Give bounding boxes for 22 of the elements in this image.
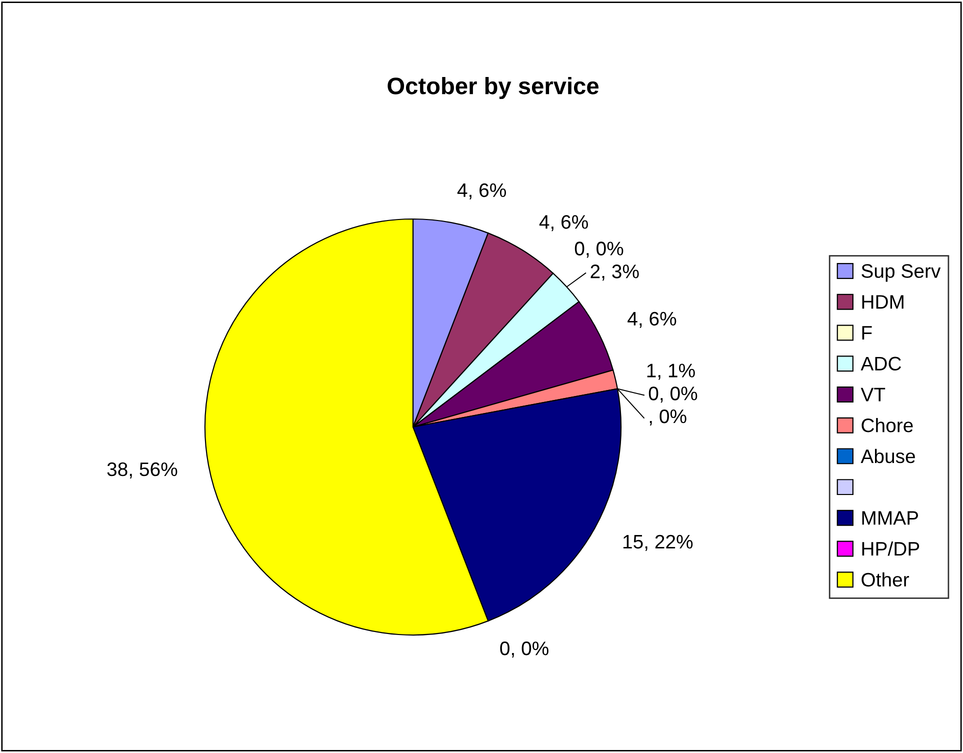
legend-label: Chore — [862, 418, 913, 432]
text: 0, 0% — [648, 386, 698, 403]
data-label: 4, 6% — [457, 183, 506, 200]
text: 0, 0% — [500, 642, 548, 658]
legend-label: ADC — [860, 356, 902, 371]
legend-label: HDM — [862, 295, 904, 309]
text: 0, 0% — [574, 242, 624, 258]
legend-label: HP/DP — [862, 541, 920, 556]
legend-label: F — [862, 326, 872, 340]
chart-title: October by service — [388, 76, 599, 100]
data-label: 4, 6% — [539, 215, 588, 232]
data-label: 4, 6% — [628, 312, 676, 328]
data-label: 1, 1% — [647, 364, 695, 380]
data-label: 2, 3% — [590, 264, 639, 281]
legend-label: Abuse — [860, 448, 915, 464]
data-label: 38, 56% — [107, 462, 178, 478]
legend-label: MMAP — [862, 511, 918, 525]
legend-label: Other — [862, 572, 910, 587]
text: , 0% — [650, 409, 686, 426]
legend-label: Sup Serv — [862, 264, 941, 282]
legend-label: VT — [860, 388, 886, 402]
data-label: 15, 22% — [623, 534, 693, 551]
